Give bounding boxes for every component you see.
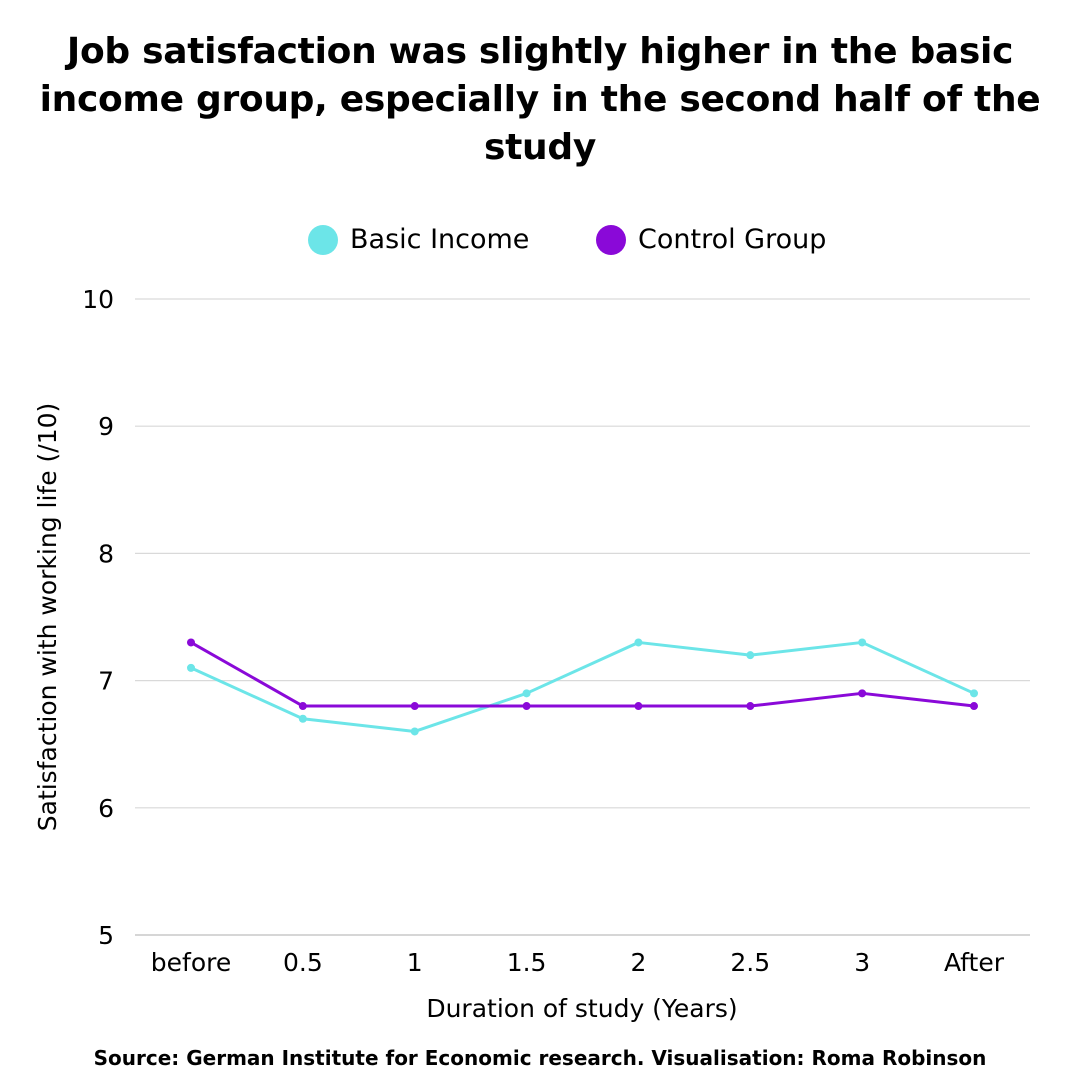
series-lines — [187, 638, 978, 736]
y-axis-label: Satisfaction with working life (/10) — [33, 403, 62, 832]
chart-title: Job satisfaction was slightly higher in … — [39, 31, 1041, 168]
legend: Basic Income Control Group — [0, 224, 1080, 264]
data-point-basic-income — [970, 689, 978, 698]
data-point-control-group — [970, 702, 978, 711]
y-axis-ticks: 5 6 7 8 9 10 — [82, 285, 114, 950]
legend-label-basic-income: Basic Income — [350, 224, 530, 255]
x-axis-ticks: before 0.5 1 1.5 2 2.5 3 After — [151, 948, 1005, 977]
legend-marker-control-group — [596, 224, 626, 255]
series-basic-income — [187, 638, 978, 736]
data-point-control-group — [858, 689, 867, 698]
data-point-basic-income — [410, 727, 419, 736]
data-point-control-group — [522, 702, 531, 711]
source-caption: Source: German Institute for Economic re… — [93, 1046, 987, 1070]
x-tick-label: 1.5 — [507, 948, 547, 977]
data-point-basic-income — [522, 689, 531, 698]
legend-item-control-group: Control Group — [596, 224, 826, 255]
y-tick-label: 9 — [98, 412, 114, 441]
data-point-basic-income — [746, 651, 755, 660]
x-axis-label: Duration of study (Years) — [426, 994, 737, 1023]
legend-marker-basic-income — [308, 224, 338, 255]
y-tick-label: 7 — [98, 667, 114, 696]
gridlines — [135, 298, 1030, 936]
series-control-group — [187, 638, 978, 711]
data-point-control-group — [410, 702, 419, 711]
data-point-control-group — [746, 702, 755, 711]
data-point-control-group — [634, 702, 643, 711]
data-point-basic-income — [298, 714, 307, 723]
x-tick-label: After — [944, 948, 1005, 977]
x-tick-label: 0.5 — [283, 948, 323, 977]
data-point-control-group — [187, 638, 195, 647]
data-point-basic-income — [187, 663, 195, 672]
data-point-basic-income — [858, 638, 867, 647]
legend-item-basic-income: Basic Income — [308, 224, 529, 255]
series-line-basic-income — [190, 640, 975, 733]
y-tick-label: 6 — [98, 794, 114, 823]
data-point-control-group — [298, 702, 307, 711]
series-line-control-group — [190, 641, 975, 708]
x-tick-label: 2.5 — [730, 948, 770, 977]
x-tick-label: before — [151, 948, 231, 977]
data-point-basic-income — [634, 638, 643, 647]
legend-label-control-group: Control Group — [638, 224, 827, 255]
x-tick-label: 2 — [630, 948, 646, 977]
y-tick-label: 10 — [82, 285, 114, 314]
x-tick-label: 1 — [407, 948, 423, 977]
y-tick-label: 5 — [98, 921, 114, 950]
y-tick-label: 8 — [98, 539, 114, 568]
x-tick-label: 3 — [854, 948, 870, 977]
